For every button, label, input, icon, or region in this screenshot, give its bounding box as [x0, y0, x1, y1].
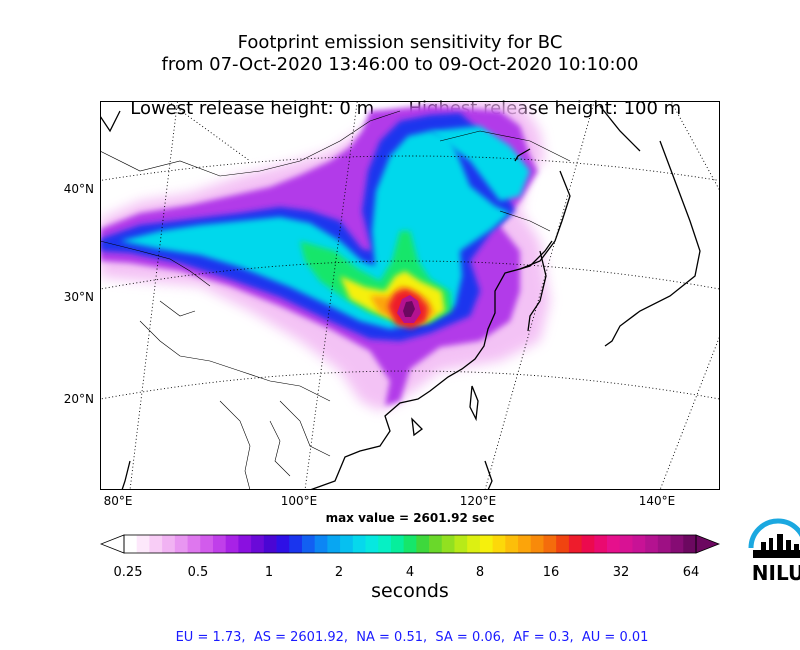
- lon-label-80: 80°E: [103, 494, 133, 508]
- colorbar-cell: [505, 535, 519, 553]
- colorbar-tick: 16: [542, 565, 560, 580]
- regional-stats: EU = 1.73, AS = 2601.92, NA = 0.51, SA =…: [175, 630, 649, 645]
- colorbar-cell: [225, 535, 239, 553]
- colorbar-cell: [645, 535, 659, 553]
- lon-label-140: 140°E: [638, 494, 676, 508]
- colorbar-cell: [340, 535, 354, 553]
- coastlines: [100, 105, 701, 490]
- max-value-label: max value = 2601.92 sec: [325, 511, 495, 525]
- colorbar-cell: [365, 535, 379, 553]
- colorbar-cell: [619, 535, 633, 553]
- colorbar-tick: 32: [612, 565, 630, 580]
- colorbar-max-extension: [695, 534, 720, 554]
- colorbar-cell: [454, 535, 468, 553]
- colorbar-tick: 2: [334, 565, 344, 580]
- colorbar-cell: [187, 535, 201, 553]
- colorbar-cell: [314, 535, 328, 553]
- colorbar-frame: [123, 534, 697, 554]
- colorbar-cell: [124, 535, 138, 553]
- colorbar-cell: [416, 535, 430, 553]
- lon-label-100: 100°E: [280, 494, 318, 508]
- colorbar-cell: [543, 535, 557, 553]
- colorbar-tick: 1: [264, 565, 274, 580]
- colorbar-cell: [607, 535, 621, 553]
- colorbar-min-extension: [100, 534, 125, 554]
- country-borders: [100, 110, 571, 490]
- lat-label-30: 30°N: [63, 290, 94, 304]
- colorbar-cell: [200, 535, 214, 553]
- colorbar-cell: [238, 535, 252, 553]
- colorbar-cell: [518, 535, 532, 553]
- colorbar-cell: [378, 535, 392, 553]
- colorbar: [100, 534, 720, 554]
- colorbar-tick: 4: [405, 565, 415, 580]
- nilu-logo-text: NILU: [752, 561, 800, 584]
- lat-label-40: 40°N: [63, 182, 94, 196]
- colorbar-cell: [136, 535, 150, 553]
- map-frame: [100, 101, 720, 490]
- lowest-release-height: Lowest release height: 0 m: [130, 98, 375, 119]
- plot-title-line-2: from 07-Oct-2020 13:46:00 to 09-Oct-2020…: [161, 54, 639, 75]
- colorbar-tick: 0.25: [113, 565, 143, 580]
- colorbar-cell: [657, 535, 671, 553]
- nilu-logo: NILU: [747, 516, 800, 585]
- colorbar-cell: [479, 535, 494, 553]
- colorbar-cell: [301, 535, 316, 553]
- colorbar-cell: [251, 535, 265, 553]
- colorbar-cell: [581, 535, 595, 553]
- colorbar-cell: [403, 535, 417, 553]
- colorbar-cell: [352, 535, 366, 553]
- colorbar-cell: [568, 535, 582, 553]
- colorbar-tick: 0.5: [187, 565, 209, 580]
- colorbar-cell: [174, 535, 188, 553]
- colorbar-cell: [683, 535, 697, 553]
- colorbar-unit-label: seconds: [371, 580, 449, 602]
- colorbar-cell: [212, 535, 227, 553]
- colorbar-cell: [263, 535, 277, 553]
- colorbar-cell: [594, 535, 608, 553]
- footprint-map: NILU: [100, 101, 800, 585]
- graticule: [100, 101, 720, 490]
- colorbar-cell: [276, 535, 290, 553]
- nilu-logo-graphic: NILU: [748, 518, 800, 585]
- lon-label-120: 120°E: [459, 494, 497, 508]
- colorbar-cell: [429, 535, 443, 553]
- colorbar-cell: [632, 535, 646, 553]
- colorbar-cell: [289, 535, 303, 553]
- colorbar-tick: 64: [682, 565, 700, 580]
- colorbar-cell: [467, 535, 481, 553]
- plot-title-line-3: Lowest release height: 0 m Highest relea…: [0, 76, 800, 120]
- colorbar-cell: [670, 535, 684, 553]
- colorbar-cell: [441, 535, 455, 553]
- footprint-plume: [100, 101, 550, 411]
- colorbar-cell: [390, 535, 405, 553]
- colorbar-tick: 8: [475, 565, 485, 580]
- colorbar-cell: [530, 535, 544, 553]
- plot-title-line-1: Footprint emission sensitivity for BC: [237, 32, 563, 53]
- colorbar-cell: [492, 535, 506, 553]
- lat-label-20: 20°N: [63, 392, 94, 406]
- map-canvas: [100, 101, 720, 490]
- colorbar-cell: [162, 535, 176, 553]
- colorbar-cell: [149, 535, 163, 553]
- colorbar-cell: [327, 535, 341, 553]
- colorbar-cell: [556, 535, 570, 553]
